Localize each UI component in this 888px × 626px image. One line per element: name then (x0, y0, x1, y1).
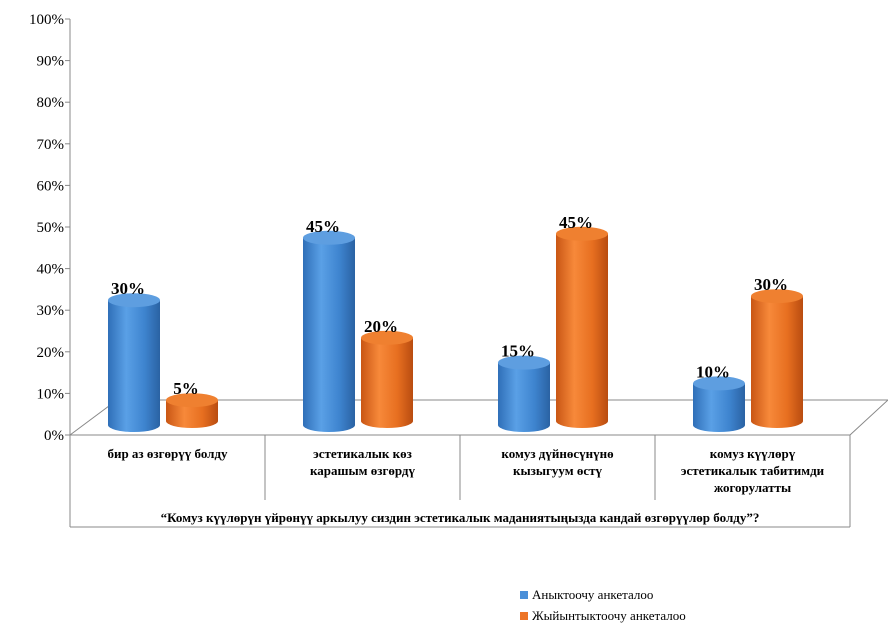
bar-body (751, 296, 803, 428)
bar (166, 393, 218, 428)
x-category-line: комуз дүйнөсүнүнө (501, 446, 614, 461)
data-label: 5% (173, 379, 199, 398)
data-label: 30% (754, 275, 788, 294)
x-category-line: кызыгуум өстү (512, 463, 602, 478)
x-category-label: комуз дүйнөсүнүнө кызыгуум өстү (460, 445, 655, 479)
legend: Аныктоочу анкеталоо Жыйынтыктоочу анкета… (520, 584, 686, 626)
y-tick-label: 80% (37, 95, 65, 111)
y-tick-label: 60% (37, 178, 65, 194)
data-labels: 30% 45% 15% 10% 5% 20% 45% 30% (111, 213, 788, 398)
bar-top (498, 355, 550, 370)
legend-item-series-1: Аныктоочу анкеталоо (520, 584, 686, 605)
bar (108, 293, 160, 432)
x-category-label: комуз күүлөрү эстетикалык табитимди жогору… (655, 445, 850, 496)
y-tick-label: 30% (37, 303, 65, 319)
y-tick-label: 70% (37, 137, 65, 153)
data-label: 30% (111, 279, 145, 298)
x-category-line: жогорулатты (713, 480, 792, 495)
x-category-label: бир аз өзгөрүү болду (70, 445, 265, 462)
x-category-line: эстетикалык көз (313, 446, 412, 461)
y-tick-label: 50% (37, 220, 65, 236)
bar (303, 230, 355, 432)
bar (498, 355, 550, 432)
data-label: 10% (696, 362, 730, 381)
y-tick-label: 20% (37, 345, 65, 361)
x-category-label: эстетикалык көз карашым өзгөрдү (265, 445, 460, 479)
bars (108, 226, 803, 432)
legend-swatch-series-1 (520, 590, 528, 599)
bar-body (498, 362, 550, 432)
bar-top (751, 289, 803, 304)
y-tick-label: 0% (44, 428, 64, 444)
y-tick-label: 40% (37, 262, 65, 278)
bar (751, 289, 803, 428)
bar-body (361, 337, 413, 428)
y-tick-label: 10% (37, 386, 65, 402)
bar-top (361, 330, 413, 345)
bar (361, 330, 413, 428)
bar (693, 376, 745, 432)
x-category-line: бир аз өзгөрүү болду (107, 446, 228, 461)
data-label: 20% (364, 317, 398, 336)
bar (556, 226, 608, 428)
x-category-line: эстетикалык табитимди (680, 463, 825, 478)
x-axis-title: “Комуз күүлөрүн үйрөнүү аркылуу сиздин э… (160, 510, 760, 525)
x-category-line: комуз күүлөрү (709, 446, 796, 461)
bar-top (166, 393, 218, 408)
bar-body (108, 300, 160, 432)
bar-body (556, 233, 608, 428)
legend-swatch-series-2 (520, 611, 528, 620)
legend-label-series-1: Аныктоочу анкеталоо (532, 586, 654, 602)
bar-top (693, 376, 745, 391)
y-axis-ticks: 0% 10% 20% 30% 40% 50% 60% 70% 80% 90% 100% (29, 12, 70, 444)
bar-body (693, 383, 745, 432)
legend-item-series-2: Жыйынтыктоочу анкеталоо (520, 605, 686, 626)
floor-plane (68, 399, 888, 436)
data-label: 15% (501, 342, 535, 361)
bar-top (108, 293, 160, 308)
x-category-line: карашым өзгөрдү (309, 463, 415, 478)
legend-label-series-2: Жыйынтыктоочу анкеталоо (532, 607, 686, 623)
data-label: 45% (306, 217, 340, 236)
bar-top (556, 226, 608, 241)
y-tick-label: 100% (29, 12, 64, 28)
bar-body (303, 237, 355, 432)
data-label: 45% (559, 213, 593, 232)
y-tick-label: 90% (37, 54, 65, 70)
bar-body (166, 400, 218, 428)
bar-top (303, 230, 355, 245)
